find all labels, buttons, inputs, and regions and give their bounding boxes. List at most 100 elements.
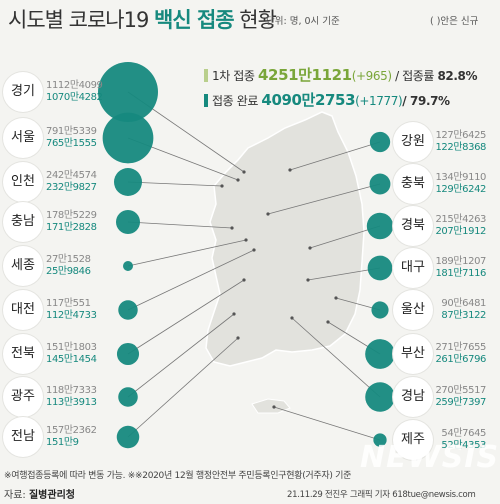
leader-line-강원 (289, 141, 381, 171)
bubble-충남 (115, 209, 141, 235)
region-name-서울: 서울 (3, 118, 43, 158)
full-vaccination-value: 112만4733 (46, 310, 97, 321)
korea-map-jeju (251, 398, 291, 414)
full-vaccination-total: 4090만2753 (261, 91, 356, 109)
newsis-watermark: NEWSIS (360, 440, 500, 475)
leader-line-대전 (127, 249, 255, 311)
first-dose-value: 189만1207 (435, 256, 486, 267)
first-dose-value: 215만4263 (435, 214, 486, 225)
region-values-경북: 215만4263 207만1912 (435, 214, 486, 238)
region-name-대전: 대전 (3, 290, 43, 330)
source-label: 자료: (4, 490, 26, 501)
region-values-경기: 1112만4099 1070만4282 (46, 80, 103, 104)
leader-line-제주 (273, 406, 381, 441)
region-values-충남: 178만5229 171만2828 (46, 210, 97, 234)
anchor-dot-인천 (220, 184, 224, 188)
first-dose-value: 157만2362 (46, 425, 97, 436)
full-vaccination-value: 261만6796 (435, 354, 486, 365)
region-name-세종: 세종 (3, 246, 43, 286)
anchor-dot-광주 (232, 312, 236, 316)
anchor-dot-경북 (308, 246, 312, 250)
title-prefix: 시도별 코로나19 (8, 8, 154, 32)
region-anchors (220, 168, 338, 409)
region-values-제주: 54만7645 52만4353 (441, 428, 486, 452)
full-vaccination-value: 145만1454 (46, 354, 97, 365)
unit-label: 단위: 명, 0시 기준 (266, 16, 340, 27)
bubble-울산 (371, 301, 389, 319)
first-dose-value: 127만6425 (435, 130, 486, 141)
full-vaccination-value: 232만9827 (46, 182, 97, 193)
full-vaccination-value: 122만8368 (435, 142, 486, 153)
anchor-dot-제주 (272, 405, 276, 409)
bubble-경북 (366, 212, 394, 240)
bubble-제주 (373, 433, 387, 447)
first-dose-value: 90만6481 (441, 298, 486, 309)
region-values-강원: 127만6425 122만8368 (435, 130, 486, 154)
leader-line-세종 (127, 239, 247, 267)
full-vaccination-new: (+1777) (355, 94, 403, 108)
first-dose-value: 242만4574 (46, 170, 97, 181)
leader-line-전북 (127, 279, 245, 355)
first-dose-total: 4251만1121 (258, 66, 352, 84)
bubble-인천 (114, 168, 142, 196)
region-name-인천: 인천 (3, 162, 43, 202)
full-vaccination-value: 129만6242 (435, 184, 486, 195)
leader-line-인천 (127, 181, 223, 187)
region-name-강원: 강원 (393, 122, 433, 162)
first-dose-rate-label: / 접종률 (395, 69, 435, 83)
bubbles (98, 62, 395, 449)
footer-credit: 21.11.29 전진우 그래픽 기자 618tue@newsis.com (287, 490, 476, 500)
anchor-dot-울산 (334, 296, 338, 300)
full-vaccination-marker (204, 94, 208, 107)
full-vaccination-value: 25만9846 (46, 266, 91, 277)
region-values-전북: 151만1803 145만1454 (46, 342, 97, 366)
first-dose-value: 1112만4099 (46, 80, 103, 91)
anchor-dot-대구 (306, 278, 310, 282)
full-vaccination-value: 765만1555 (46, 138, 97, 149)
first-dose-value: 151만1803 (46, 342, 97, 353)
first-dose-rate: 82.8% (437, 69, 478, 83)
first-dose-value: 117만551 (46, 298, 91, 309)
region-values-부산: 271만7655 261만6796 (435, 342, 486, 366)
full-vaccination-value: 1070만4282 (46, 92, 103, 103)
first-dose-value: 271만7655 (435, 342, 486, 353)
bubble-전북 (116, 342, 140, 366)
bubble-충북 (369, 173, 391, 195)
region-name-대구: 대구 (393, 248, 433, 288)
region-values-전남: 157만2362 151만9 (46, 425, 97, 449)
bubble-경남 (365, 382, 395, 412)
full-vaccination-value: 207만1912 (435, 226, 486, 237)
first-dose-value: 178만5229 (46, 210, 97, 221)
region-values-대전: 117만551 112만4733 (46, 298, 97, 322)
full-vaccination-value: 151만9 (46, 437, 79, 448)
region-values-서울: 791만5339 765만1555 (46, 126, 97, 150)
leader-line-충북 (267, 183, 381, 215)
full-vaccination-value: 181만7116 (435, 268, 486, 279)
full-vaccination-label: 접종 완료 (212, 94, 258, 108)
full-vaccination-value: 87만3122 (441, 310, 486, 321)
title-highlight: 백신 접종 (154, 8, 235, 32)
korea-map-mainland (205, 111, 365, 367)
region-name-충남: 충남 (3, 202, 43, 242)
region-name-전북: 전북 (3, 334, 43, 374)
title-suffix: 현황 (233, 8, 277, 32)
first-dose-label: 1차 접종 (212, 69, 255, 83)
bubble-강원 (369, 131, 391, 153)
region-name-전남: 전남 (3, 417, 43, 457)
region-values-세종: 27만1528 25만9846 (46, 254, 91, 278)
anchor-dot-충남 (230, 226, 234, 230)
full-vaccination-value: 259만7397 (435, 397, 486, 408)
bubble-광주 (118, 387, 138, 407)
anchor-dot-서울 (236, 178, 240, 182)
bubble-대구 (367, 255, 393, 281)
page-title: 시도별 코로나19 백신 접종 현황 (8, 4, 277, 34)
region-name-광주: 광주 (3, 377, 43, 417)
first-dose-new: (+965) (351, 69, 392, 83)
anchor-dot-충북 (266, 212, 270, 216)
region-name-제주: 제주 (393, 420, 433, 460)
anchor-dot-경남 (290, 316, 294, 320)
leader-line-광주 (127, 313, 235, 398)
anchor-dot-전남 (236, 336, 240, 340)
